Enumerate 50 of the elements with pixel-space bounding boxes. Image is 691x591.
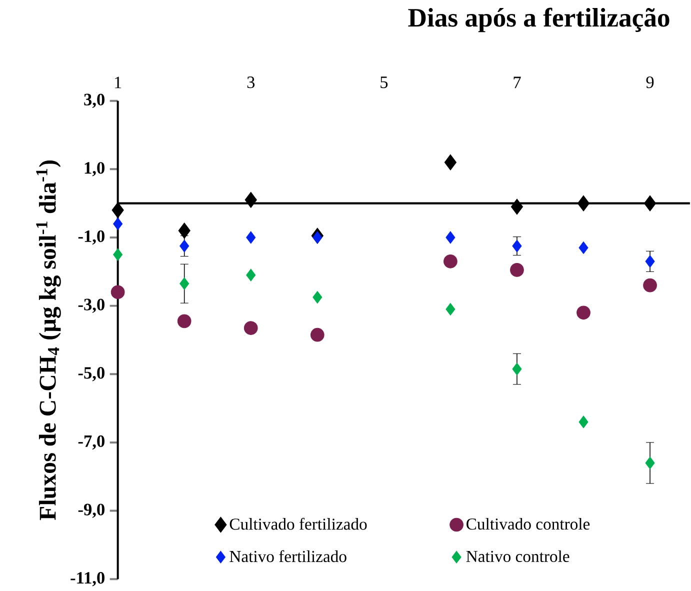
y-tick-label: -5,0 (78, 367, 104, 382)
x-tick-label: 1 (115, 76, 122, 88)
y-tick-label: -11,0 (70, 572, 104, 586)
point (510, 198, 524, 215)
point (113, 218, 123, 230)
point (644, 195, 656, 212)
y-tick-label: 3,0 (84, 94, 104, 108)
point (645, 255, 655, 268)
chart-title: Dias após a fertilização (408, 8, 670, 32)
point (444, 154, 457, 170)
x-tick-label: 7 (514, 76, 521, 88)
point (177, 314, 192, 328)
point (645, 456, 655, 470)
point (512, 362, 522, 376)
x-tick-label: 9 (646, 76, 654, 88)
point (577, 195, 590, 212)
point (578, 416, 588, 428)
point (576, 306, 590, 320)
point (244, 321, 258, 335)
point (312, 290, 322, 304)
point (510, 262, 524, 277)
point (112, 202, 124, 218)
point (310, 328, 324, 342)
point (578, 241, 588, 254)
point (643, 278, 657, 292)
point (110, 285, 125, 300)
point (246, 231, 256, 244)
point (246, 268, 256, 282)
point (444, 254, 458, 268)
legend-label: Cultivado controle (466, 518, 590, 530)
point (180, 277, 190, 290)
y-tick-label: -1,0 (78, 230, 104, 245)
y-axis-title: Fluxos de C-CH$_{4}$ (µg kg soil$^{-1}$ dia$^{-1}$) (36, 160, 61, 520)
point (312, 231, 322, 244)
point (244, 192, 257, 208)
legend-label: Nativo controle (466, 550, 570, 562)
y-tick-label: 1,0 (84, 162, 104, 176)
point (178, 222, 190, 239)
y-tick-label: -9,0 (78, 504, 104, 518)
x-tick-label: 5 (380, 76, 388, 88)
point (512, 240, 522, 252)
x-tick-label: 3 (247, 76, 255, 88)
legend-label: Cultivado fertilizado (230, 518, 367, 530)
y-tick-label: -7,0 (78, 435, 104, 450)
point (446, 231, 456, 244)
point (446, 302, 456, 316)
legend-label: Nativo fertilizado (230, 550, 346, 562)
point (113, 248, 123, 261)
point (180, 240, 190, 252)
y-tick-label: -3,0 (78, 298, 104, 313)
